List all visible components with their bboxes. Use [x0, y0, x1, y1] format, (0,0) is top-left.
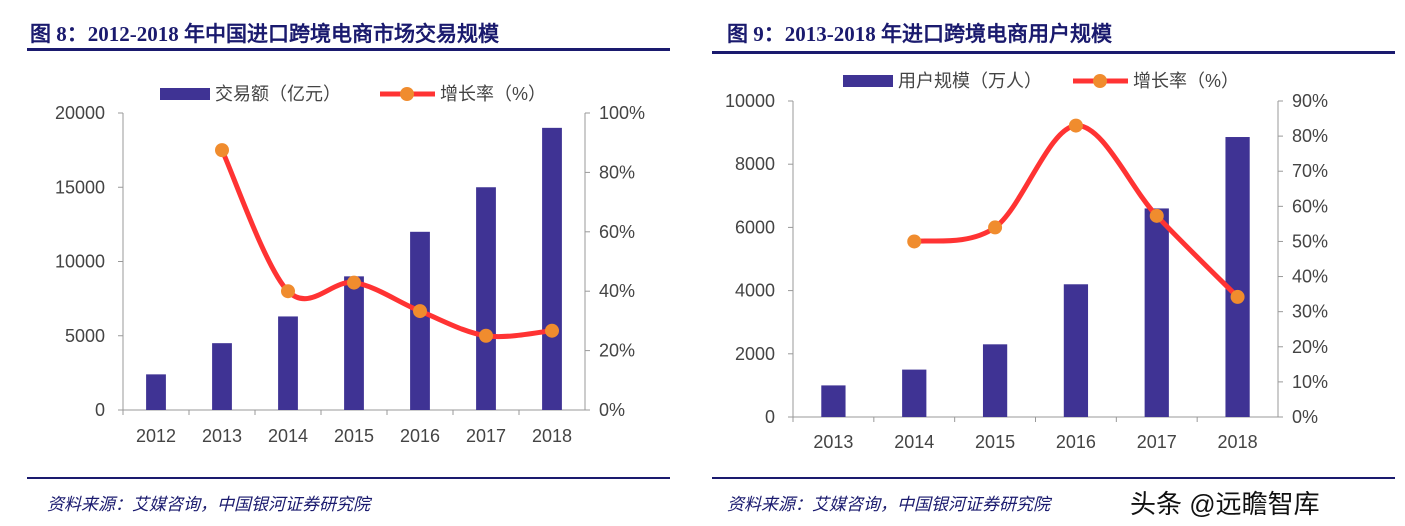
chart2-growth-point [1230, 289, 1245, 304]
chart2-legend-bar-label: 用户规模（万人） [898, 71, 1042, 91]
chart2-right-tick-label: 20% [1292, 337, 1328, 357]
chart1-legend-bar-label: 交易额（亿元） [215, 84, 341, 104]
chart2-right-tick-label: 80% [1292, 126, 1328, 146]
chart1-bar [278, 316, 298, 410]
chart2-growth-line [913, 123, 1240, 299]
chart2-right-tick-label: 10% [1292, 372, 1328, 392]
chart1-title-rule [27, 48, 670, 51]
chart2-right-tick-label: 0% [1292, 407, 1318, 427]
chart2-left-tick-label: 6000 [735, 217, 775, 237]
chart2-x-tick-label: 2013 [813, 432, 853, 452]
chart1-left-tick-label: 10000 [55, 252, 105, 272]
chart2-growth-point [907, 234, 922, 249]
chart2-right-tick-label: 70% [1292, 161, 1328, 181]
chart1-x-tick-label: 2018 [532, 426, 572, 446]
chart1-left-tick-label: 20000 [55, 103, 105, 123]
chart2-title: 图 9：2013-2018 年进口跨境电商用户规模 [727, 22, 1112, 46]
chart2-x-tick-label: 2017 [1137, 432, 1177, 452]
chart1-growth-line [219, 149, 553, 340]
chart2-title-rule [712, 51, 1395, 54]
chart1-legend-bar-swatch [160, 88, 210, 100]
chart1-growth-point [281, 284, 295, 299]
chart1-right-tick-label: 60% [599, 222, 635, 242]
chart1-x-tick-label: 2014 [268, 426, 308, 446]
chart1-source: 资料来源：艾媒咨询，中国银河证券研究院 [47, 495, 370, 515]
chart1-footer-rule [27, 477, 670, 479]
chart1-right-tick-label: 20% [599, 341, 635, 361]
chart1-bar [410, 231, 430, 410]
chart2-x-tick-label: 2018 [1218, 432, 1258, 452]
chart1-legend-line-label: 增长率（%） [440, 84, 546, 104]
watermark: 头条 @远瞻智库 [1130, 489, 1320, 519]
chart2-x-tick-label: 2016 [1056, 432, 1096, 452]
chart1-growth-point [215, 143, 229, 158]
chart2-x-tick-label: 2014 [894, 432, 934, 452]
chart1-bar [146, 374, 166, 410]
chart2-left-tick-label: 4000 [735, 281, 775, 301]
chart1-bar [476, 187, 496, 410]
chart2-left-tick-label: 2000 [735, 344, 775, 364]
chart1-right-tick-label: 80% [599, 162, 635, 182]
chart2-growth-point [1068, 118, 1083, 133]
chart2-growth-point [1149, 208, 1164, 223]
chart1-growth-point [479, 328, 493, 343]
chart2-legend-line-label: 增长率（%） [1133, 71, 1239, 91]
chart1-growth-point [545, 323, 559, 338]
chart1-left-tick-label: 0 [95, 400, 105, 420]
chart2-left-tick-label: 0 [765, 407, 775, 427]
chart2-right-tick-label: 60% [1292, 196, 1328, 216]
chart2-growth-point [988, 220, 1003, 235]
chart1-growth-point [413, 304, 427, 319]
chart1-x-tick-label: 2015 [334, 426, 374, 446]
chart1-bar [542, 127, 562, 410]
chart2-legend-line-marker [1093, 74, 1107, 88]
chart2-right-tick-label: 90% [1292, 91, 1328, 111]
chart1-x-tick-label: 2016 [400, 426, 440, 446]
chart2-right-tick-label: 50% [1292, 231, 1328, 251]
chart2-left-tick-label: 10000 [725, 91, 775, 111]
chart1-x-tick-label: 2013 [202, 426, 242, 446]
chart2-x-tick-label: 2015 [975, 432, 1015, 452]
chart2-left-tick-label: 8000 [735, 154, 775, 174]
chart1-right-tick-label: 100% [599, 103, 645, 123]
chart2-source: 资料来源：艾媒咨询，中国银河证券研究院 [727, 495, 1050, 515]
chart1-growth-point [347, 275, 361, 290]
chart2-right-tick-label: 30% [1292, 302, 1328, 322]
chart1-right-tick-label: 0% [599, 400, 625, 420]
chart1-right-tick-label: 40% [599, 281, 635, 301]
chart2-bar [1063, 284, 1089, 417]
chart1-bar [344, 276, 364, 410]
chart1-legend-line-marker [400, 87, 414, 101]
chart2-bar [1144, 208, 1169, 417]
chart1-bar [212, 343, 232, 410]
chart2-bar [1225, 137, 1250, 418]
chart1-left-tick-label: 15000 [55, 177, 105, 197]
chart2-bar [982, 344, 1008, 417]
chart2-legend-bar-swatch [843, 75, 893, 87]
chart2-bar [902, 369, 927, 417]
chart1-left-tick-label: 5000 [65, 326, 105, 346]
chart1-title: 图 8：2012-2018 年中国进口跨境电商市场交易规模 [30, 22, 499, 46]
chart1-x-tick-label: 2012 [136, 426, 176, 446]
chart1-x-tick-label: 2017 [466, 426, 506, 446]
chart2-footer-rule [712, 477, 1395, 479]
chart2-bar [821, 385, 846, 417]
chart2-right-tick-label: 40% [1292, 267, 1328, 287]
